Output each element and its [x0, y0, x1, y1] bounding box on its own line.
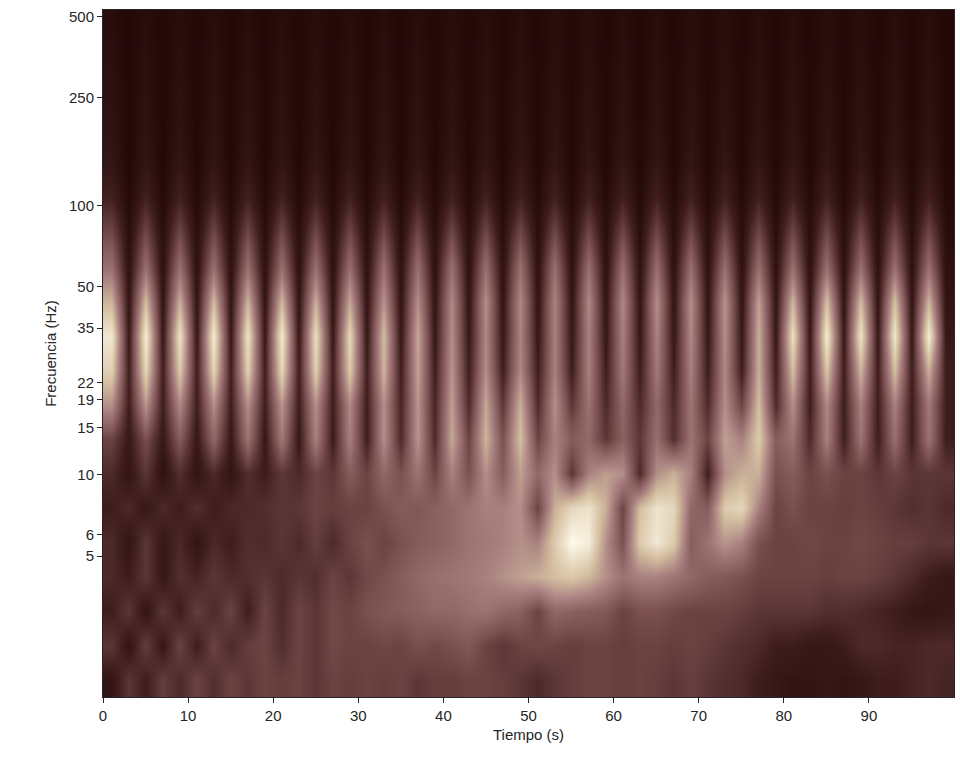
svg-text:250: 250 — [69, 89, 94, 106]
svg-text:Tiempo (s): Tiempo (s) — [493, 726, 564, 743]
svg-text:100: 100 — [69, 197, 94, 214]
svg-text:20: 20 — [265, 707, 282, 724]
svg-text:Frecuencia (Hz): Frecuencia (Hz) — [42, 300, 59, 407]
svg-text:60: 60 — [605, 707, 622, 724]
svg-text:30: 30 — [350, 707, 367, 724]
svg-text:15: 15 — [77, 419, 94, 436]
svg-text:6: 6 — [86, 526, 94, 543]
svg-text:70: 70 — [690, 707, 707, 724]
svg-text:19: 19 — [77, 391, 94, 408]
svg-text:500: 500 — [69, 8, 94, 25]
svg-text:22: 22 — [77, 374, 94, 391]
svg-text:35: 35 — [77, 319, 94, 336]
svg-text:90: 90 — [861, 707, 878, 724]
svg-text:40: 40 — [435, 707, 452, 724]
svg-text:10: 10 — [180, 707, 197, 724]
svg-text:10: 10 — [77, 466, 94, 483]
svg-text:50: 50 — [77, 278, 94, 295]
svg-text:5: 5 — [86, 547, 94, 564]
svg-text:0: 0 — [99, 707, 107, 724]
svg-text:50: 50 — [520, 707, 537, 724]
svg-text:80: 80 — [775, 707, 792, 724]
